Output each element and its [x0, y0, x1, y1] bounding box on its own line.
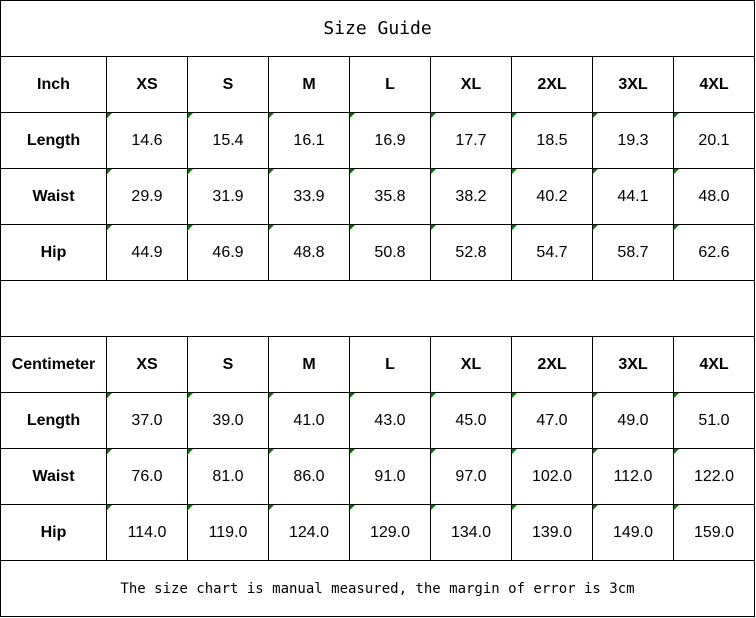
- value-cell[interactable]: 33.9: [268, 168, 350, 225]
- unit-header-cell[interactable]: Centimeter: [0, 336, 107, 393]
- size-header-cell[interactable]: L: [349, 336, 431, 393]
- blank-cell[interactable]: [0, 280, 755, 337]
- value-cell[interactable]: 129.0: [349, 504, 431, 561]
- value-cell[interactable]: 81.0: [187, 448, 269, 505]
- value-cell[interactable]: 50.8: [349, 224, 431, 281]
- value-cell[interactable]: 16.9: [349, 112, 431, 169]
- value-cell[interactable]: 48.0: [673, 168, 755, 225]
- size-header-cell[interactable]: S: [187, 336, 269, 393]
- value-cell[interactable]: 124.0: [268, 504, 350, 561]
- value-cell[interactable]: 91.0: [349, 448, 431, 505]
- note-row: The size chart is manual measured, the m…: [0, 560, 755, 617]
- table-row: Length 37.0 39.0 41.0 43.0 45.0 47.0 49.0 51.0: [0, 392, 755, 449]
- value-cell[interactable]: 45.0: [430, 392, 512, 449]
- value-cell[interactable]: 58.7: [592, 224, 674, 281]
- value-cell[interactable]: 119.0: [187, 504, 269, 561]
- value-cell[interactable]: 62.6: [673, 224, 755, 281]
- value-cell[interactable]: 29.9: [106, 168, 188, 225]
- table-row: Waist 76.0 81.0 86.0 91.0 97.0 102.0 112.0 122.0: [0, 448, 755, 505]
- value-cell[interactable]: 149.0: [592, 504, 674, 561]
- value-cell[interactable]: 48.8: [268, 224, 350, 281]
- value-cell[interactable]: 76.0: [106, 448, 188, 505]
- value-cell[interactable]: 19.3: [592, 112, 674, 169]
- size-header-cell[interactable]: XS: [106, 56, 188, 113]
- value-cell[interactable]: 15.4: [187, 112, 269, 169]
- value-cell[interactable]: 112.0: [592, 448, 674, 505]
- value-cell[interactable]: 97.0: [430, 448, 512, 505]
- title-cell[interactable]: Size Guide: [0, 0, 755, 57]
- value-cell[interactable]: 122.0: [673, 448, 755, 505]
- measurement-label-cell[interactable]: Length: [0, 392, 107, 449]
- table-row: Hip 114.0 119.0 124.0 129.0 134.0 139.0 149.0 15…: [0, 504, 755, 561]
- value-cell[interactable]: 139.0: [511, 504, 593, 561]
- measurement-label-cell[interactable]: Hip: [0, 224, 107, 281]
- table-row: Length 14.6 15.4 16.1 16.9 17.7 18.5 19.3 20.1: [0, 112, 755, 169]
- size-header-cell[interactable]: XL: [430, 336, 512, 393]
- table-row: Waist 29.9 31.9 33.9 35.8 38.2 40.2 44.1 48.0: [0, 168, 755, 225]
- value-cell[interactable]: 86.0: [268, 448, 350, 505]
- size-header-cell[interactable]: M: [268, 336, 350, 393]
- value-cell[interactable]: 41.0: [268, 392, 350, 449]
- value-cell[interactable]: 16.1: [268, 112, 350, 169]
- value-cell[interactable]: 35.8: [349, 168, 431, 225]
- size-header-cell[interactable]: 3XL: [592, 56, 674, 113]
- header-row: Centimeter XS S M L XL 2XL 3XL 4XL: [0, 336, 755, 393]
- size-header-cell[interactable]: L: [349, 56, 431, 113]
- value-cell[interactable]: 40.2: [511, 168, 593, 225]
- value-cell[interactable]: 18.5: [511, 112, 593, 169]
- header-row: Inch XS S M L XL 2XL 3XL 4XL: [0, 56, 755, 113]
- value-cell[interactable]: 17.7: [430, 112, 512, 169]
- size-header-cell[interactable]: XS: [106, 336, 188, 393]
- value-cell[interactable]: 20.1: [673, 112, 755, 169]
- size-header-cell[interactable]: 2XL: [511, 56, 593, 113]
- size-header-cell[interactable]: XL: [430, 56, 512, 113]
- measurement-label-cell[interactable]: Waist: [0, 448, 107, 505]
- table-row: Hip 44.9 46.9 48.8 50.8 52.8 54.7 58.7 62.6: [0, 224, 755, 281]
- unit-header-cell[interactable]: Inch: [0, 56, 107, 113]
- title-row: Size Guide: [0, 0, 755, 57]
- note-cell[interactable]: The size chart is manual measured, the m…: [0, 560, 755, 617]
- value-cell[interactable]: 46.9: [187, 224, 269, 281]
- value-cell[interactable]: 102.0: [511, 448, 593, 505]
- value-cell[interactable]: 39.0: [187, 392, 269, 449]
- size-header-cell[interactable]: 2XL: [511, 336, 593, 393]
- measurement-label-cell[interactable]: Length: [0, 112, 107, 169]
- value-cell[interactable]: 44.9: [106, 224, 188, 281]
- value-cell[interactable]: 54.7: [511, 224, 593, 281]
- value-cell[interactable]: 47.0: [511, 392, 593, 449]
- value-cell[interactable]: 159.0: [673, 504, 755, 561]
- size-header-cell[interactable]: 4XL: [673, 56, 755, 113]
- value-cell[interactable]: 14.6: [106, 112, 188, 169]
- size-header-cell[interactable]: 3XL: [592, 336, 674, 393]
- value-cell[interactable]: 52.8: [430, 224, 512, 281]
- value-cell[interactable]: 31.9: [187, 168, 269, 225]
- size-header-cell[interactable]: M: [268, 56, 350, 113]
- measurement-label-cell[interactable]: Hip: [0, 504, 107, 561]
- size-header-cell[interactable]: S: [187, 56, 269, 113]
- value-cell[interactable]: 49.0: [592, 392, 674, 449]
- blank-row: [0, 280, 755, 337]
- value-cell[interactable]: 114.0: [106, 504, 188, 561]
- value-cell[interactable]: 43.0: [349, 392, 431, 449]
- value-cell[interactable]: 134.0: [430, 504, 512, 561]
- measurement-label-cell[interactable]: Waist: [0, 168, 107, 225]
- value-cell[interactable]: 44.1: [592, 168, 674, 225]
- value-cell[interactable]: 51.0: [673, 392, 755, 449]
- value-cell[interactable]: 37.0: [106, 392, 188, 449]
- value-cell[interactable]: 38.2: [430, 168, 512, 225]
- size-header-cell[interactable]: 4XL: [673, 336, 755, 393]
